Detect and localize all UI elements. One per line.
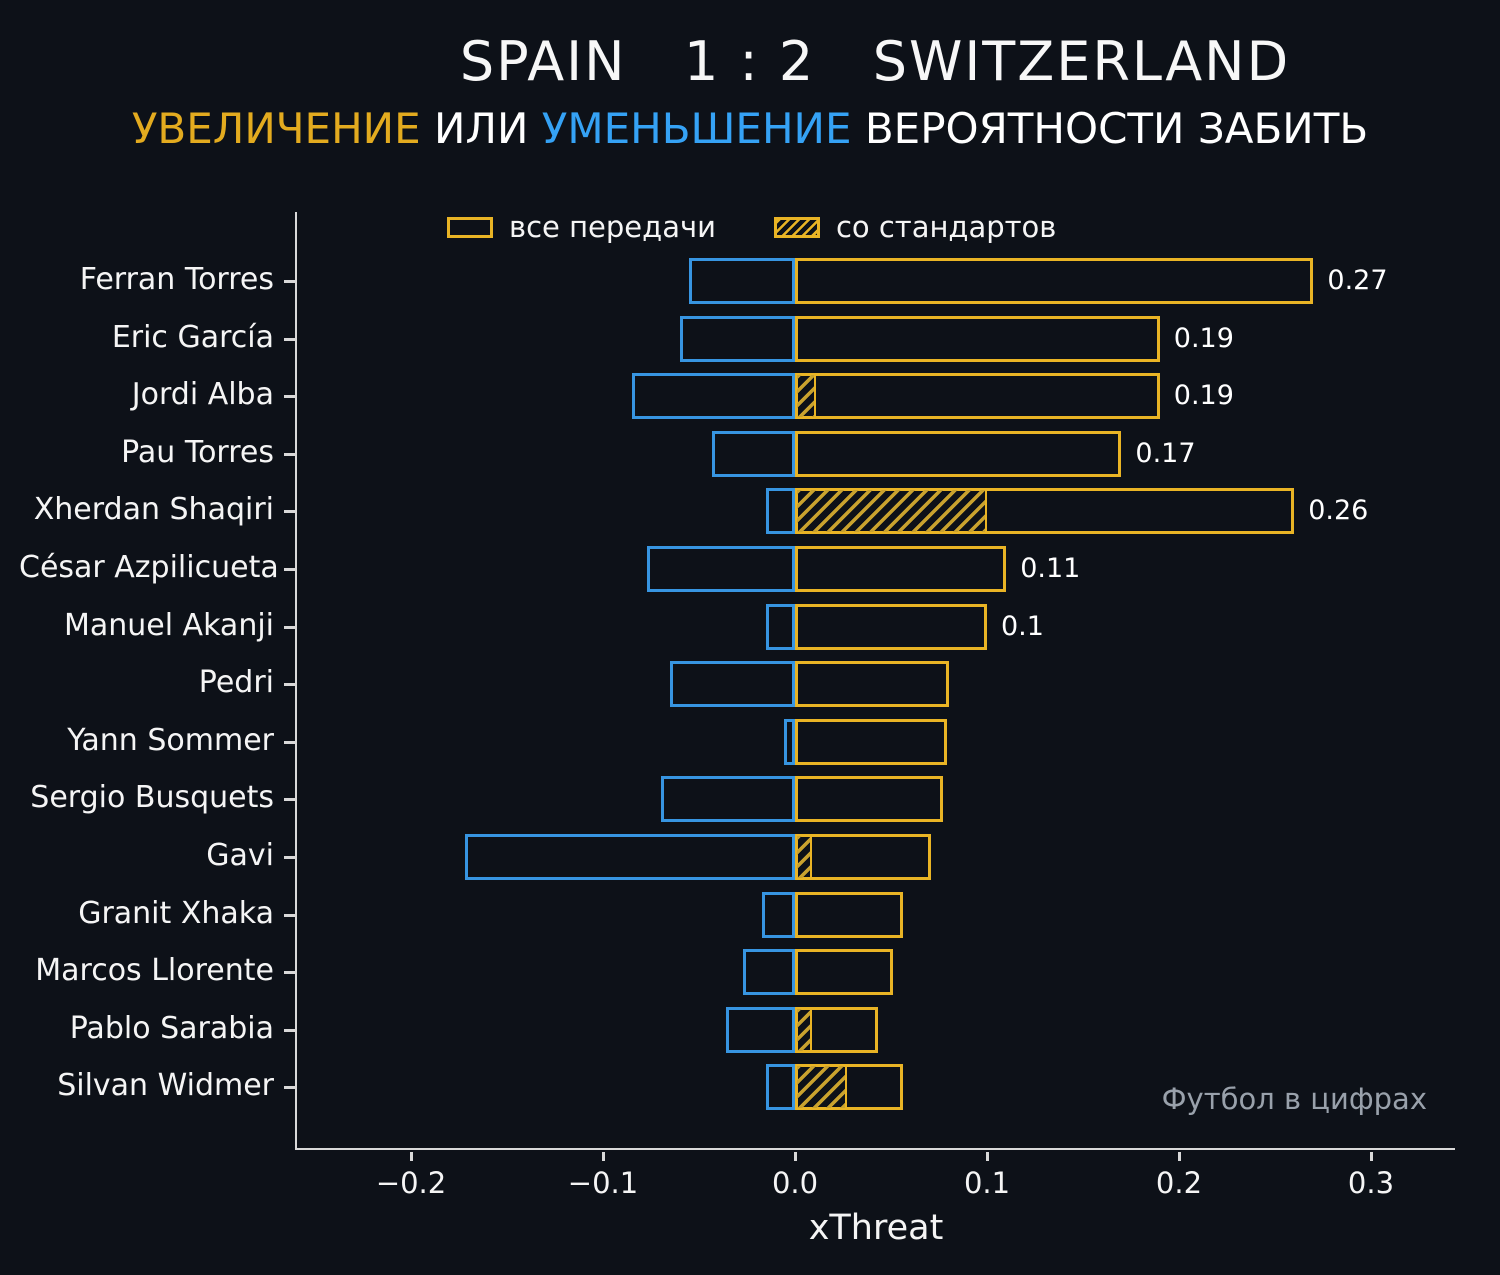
bar-increase (795, 546, 1007, 592)
bar-value-label: 0.19 (1173, 322, 1234, 354)
bar-increase (795, 776, 943, 823)
bar-decrease (766, 488, 796, 535)
y-tick (284, 856, 295, 859)
subtitle-part: ВЕРОЯТНОСТИ ЗАБИТЬ (851, 104, 1369, 153)
x-tick-label: 0.1 (963, 1166, 1011, 1200)
bar-value-label: 0.27 (1327, 265, 1388, 296)
x-tick (1369, 1152, 1373, 1161)
player-name: Xherdan Shaqiri (33, 492, 274, 528)
bar-increase (795, 258, 1314, 304)
bar-set-piece (795, 1006, 813, 1053)
bar-decrease (689, 258, 796, 304)
x-tick (1177, 1152, 1181, 1161)
bar-increase (795, 718, 947, 765)
watermark: Футбол в цифрах (1161, 1082, 1427, 1116)
bar-increase (795, 430, 1122, 477)
bar-increase (795, 834, 932, 880)
bar-value-label: 0.1 (1001, 610, 1044, 642)
legend-label-all-passes: все передачи (509, 210, 716, 244)
bar-decrease (660, 776, 796, 823)
bar-value-label: 0.26 (1308, 495, 1369, 527)
bar-decrease (679, 315, 795, 362)
y-tick (284, 1086, 295, 1090)
player-name: Eric García (111, 319, 274, 355)
subtitle: УВЕЛИЧЕНИЕ ИЛИ УМЕНЬШЕНИЕ ВЕРОЯТНОСТИ ЗА… (0, 104, 1500, 153)
y-tick (284, 337, 295, 341)
x-tick (410, 1152, 414, 1161)
bar-decrease (743, 949, 795, 996)
bar-increase (795, 661, 949, 708)
y-tick (284, 913, 295, 917)
all-passes-swatch (447, 216, 493, 238)
legend-item-all-passes: все передачи (447, 210, 716, 244)
x-tick (602, 1152, 606, 1161)
y-tick (284, 683, 295, 687)
player-name: Marcos Llorente (35, 953, 274, 989)
y-tick (284, 1028, 295, 1032)
set-pieces-swatch (773, 216, 820, 238)
bar-decrease (766, 1064, 796, 1111)
player-name: Silvan Widmer (57, 1068, 274, 1104)
player-name: Manuel Akanji (63, 607, 274, 643)
bar-value-label: 0.11 (1020, 553, 1081, 584)
y-tick (284, 510, 295, 514)
subtitle-part: УМЕНЬШЕНИЕ (541, 104, 852, 153)
bar-decrease (670, 661, 795, 708)
legend-label-set-pieces: со стандартов (835, 210, 1057, 244)
y-tick (284, 625, 295, 629)
plot-area: все передачи со стандартов xThreat Футбо… (19, 210, 1455, 1248)
x-tick (794, 1152, 798, 1161)
bar-decrease (725, 1006, 795, 1053)
bar-increase (795, 373, 1160, 420)
bar-value-label: 0.17 (1135, 437, 1196, 469)
player-name: Pablo Sarabia (69, 1010, 274, 1046)
x-tick-label: 0.0 (771, 1166, 819, 1200)
player-name: Sergio Busquets (30, 780, 274, 816)
player-name: Gavi (206, 838, 274, 873)
bar-decrease (766, 603, 796, 650)
y-tick (284, 740, 295, 744)
bar-set-piece (795, 488, 987, 535)
chart-legend: все передачи со стандартов (447, 210, 1056, 244)
bar-increase (795, 315, 1160, 362)
y-tick (284, 452, 295, 456)
subtitle-part: ИЛИ (420, 104, 542, 153)
bar-decrease (783, 718, 796, 765)
player-name: Jordi Alba (131, 377, 274, 413)
y-tick (284, 971, 295, 975)
bar-value-label: 0.19 (1173, 380, 1234, 412)
bar-decrease (762, 891, 795, 938)
bar-decrease (464, 834, 796, 880)
y-tick (284, 280, 295, 283)
legend-item-set-pieces: со стандартов (773, 210, 1057, 244)
player-name: Ferran Torres (79, 262, 274, 297)
player-name: Yann Sommer (67, 722, 274, 758)
y-tick (284, 568, 295, 571)
bar-set-piece (795, 373, 817, 420)
y-tick (284, 798, 295, 802)
x-axis-label: xThreat (808, 1208, 944, 1248)
x-tick-label: −0.1 (567, 1166, 639, 1200)
x-tick-label: −0.2 (375, 1166, 447, 1200)
bar-increase (795, 603, 987, 650)
player-name: Granit Xhaka (78, 895, 274, 931)
bar-decrease (712, 430, 795, 477)
match-title: SPAIN 1 : 2 SWITZERLAND (459, 30, 1291, 93)
x-tick-label: 0.3 (1347, 1166, 1395, 1200)
bar-set-piece (795, 834, 813, 880)
bar-set-piece (795, 1064, 847, 1111)
subtitle-part: УВЕЛИЧЕНИЕ (131, 104, 421, 153)
x-tick (986, 1152, 989, 1161)
player-name: Pedri (198, 665, 274, 701)
player-name: Pau Torres (121, 434, 274, 470)
y-tick (284, 395, 295, 399)
bar-increase (795, 891, 903, 938)
x-tick-label: 0.2 (1155, 1166, 1203, 1200)
bar-increase (795, 949, 893, 996)
bar-decrease (631, 373, 796, 420)
bar-decrease (647, 546, 796, 592)
player-name: César Azpilicueta (19, 550, 279, 585)
